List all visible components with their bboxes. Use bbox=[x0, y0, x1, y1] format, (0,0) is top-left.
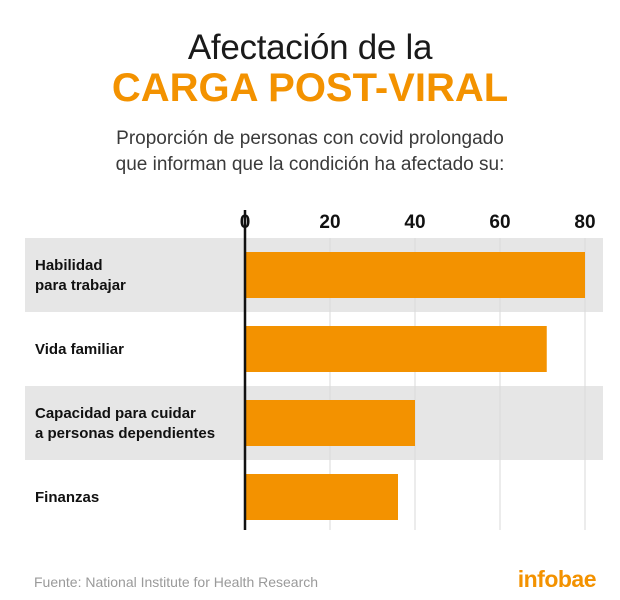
source-note: Fuente: National Institute for Health Re… bbox=[34, 574, 319, 590]
x-tick-label: 0 bbox=[240, 212, 251, 233]
bar bbox=[245, 252, 585, 298]
infobae-logo: infobae bbox=[517, 566, 597, 592]
category-labels: Habilidad para trabajar Vida familiar Capac… bbox=[35, 257, 215, 506]
category-label: Finanzas bbox=[35, 489, 99, 506]
x-tick-label: 40 bbox=[404, 212, 425, 233]
chart-title-line1: Afectación de la bbox=[187, 28, 433, 67]
category-label: Habilidad para trabajar bbox=[35, 257, 126, 294]
bar bbox=[245, 400, 415, 446]
chart-subtitle-line2: que informan que la condición ha afectad… bbox=[115, 154, 505, 175]
x-tick-label: 20 bbox=[319, 212, 340, 233]
x-tick-label: 80 bbox=[574, 212, 595, 233]
chart-title-line2: CARGA POST-VIRAL bbox=[111, 66, 509, 110]
tick-labels: 0 20 40 60 80 bbox=[240, 212, 596, 233]
chart-subtitle-line1: Proporción de personas con covid prolong… bbox=[116, 128, 504, 149]
x-tick-label: 60 bbox=[489, 212, 510, 233]
bars bbox=[245, 252, 585, 520]
category-label: Capacidad para cuidar a personas dependie… bbox=[35, 405, 215, 442]
category-label: Vida familiar bbox=[35, 341, 124, 358]
bar bbox=[245, 326, 547, 372]
bar bbox=[245, 474, 398, 520]
